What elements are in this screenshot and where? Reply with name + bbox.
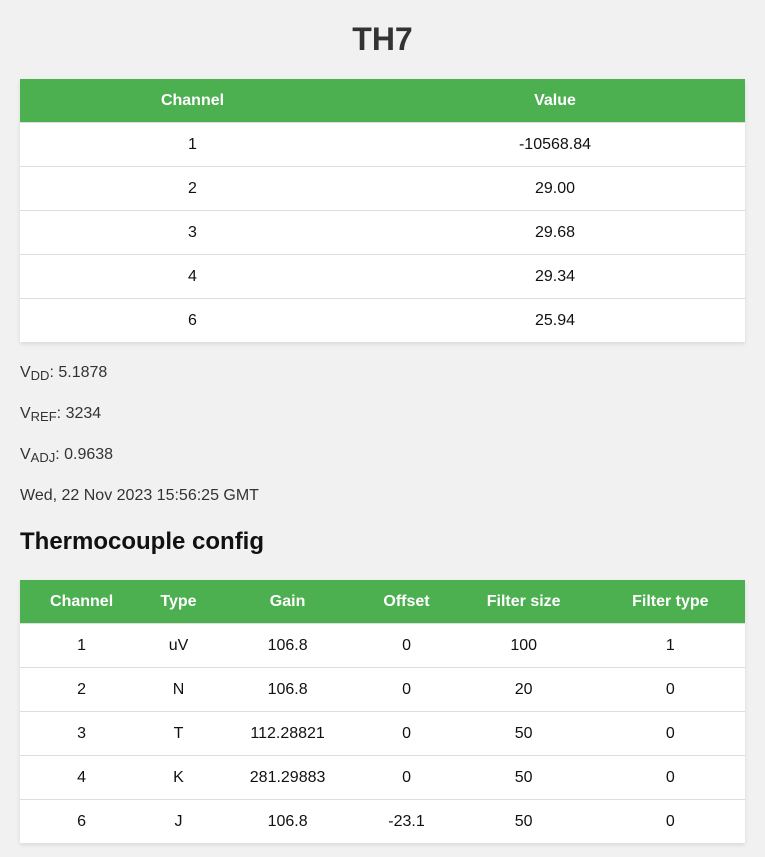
column-header: Filter size	[451, 580, 596, 624]
table-row: 4 29.34	[20, 254, 745, 299]
table-cell: 0	[361, 667, 452, 712]
vref-label: V	[20, 405, 31, 422]
table-cell: 2	[20, 667, 144, 712]
table-cell: 50	[451, 799, 596, 843]
vadj-reading: VADJ: 0.9638	[20, 446, 745, 487]
table-row: 1 -10568.84	[20, 122, 745, 167]
table-cell: 20	[451, 667, 596, 712]
table-cell: 1	[20, 122, 365, 167]
table-cell: 0	[595, 711, 745, 756]
table-cell: 4	[20, 755, 144, 800]
column-header: Offset	[361, 580, 452, 624]
column-header: Value	[365, 79, 745, 123]
timestamp: Wed, 22 Nov 2023 15:56:25 GMT	[20, 487, 259, 504]
readings-table: Channel Value 1 -10568.84 2 29.00 3 29.68 4 29.…	[20, 79, 745, 342]
table-cell: 0	[595, 755, 745, 800]
table-cell: K	[143, 755, 214, 800]
table-cell: 0	[361, 755, 452, 800]
table-cell: -23.1	[361, 799, 452, 843]
table-cell: 281.29883	[213, 755, 362, 800]
table-cell: 50	[451, 711, 596, 756]
config-table: Channel Type Gain Offset Filter size Filter t…	[20, 580, 745, 843]
table-cell: 3	[20, 711, 144, 756]
table-cell: 29.68	[365, 210, 745, 255]
table-cell: 29.34	[365, 254, 745, 299]
table-row: 3 T 112.28821 0 50 0	[20, 711, 745, 756]
vref-subscript: REF	[30, 409, 57, 424]
table-cell: 29.00	[365, 166, 745, 211]
table-row: 2 N 106.8 0 20 0	[20, 667, 745, 712]
column-header: Type	[143, 580, 214, 624]
column-header: Channel	[20, 79, 365, 123]
table-row: 6 25.94	[20, 298, 745, 342]
table-cell: 100	[451, 623, 596, 668]
table-row: 2 29.00	[20, 166, 745, 211]
table-row: 6 J 106.8 -23.1 50 0	[20, 799, 745, 843]
table-cell: N	[143, 667, 214, 712]
table-cell: 0	[595, 799, 745, 843]
column-header: Gain	[213, 580, 362, 624]
table-cell: 6	[20, 799, 144, 843]
table-cell: uV	[143, 623, 214, 668]
page-title: TH7	[352, 21, 413, 57]
table-cell: 112.28821	[213, 711, 362, 756]
table-cell: 4	[20, 254, 365, 299]
vdd-subscript: DD	[30, 368, 50, 383]
config-title: Thermocouple config	[20, 528, 265, 555]
vdd-label: V	[20, 364, 31, 381]
vref-reading: VREF: 3234	[20, 405, 745, 446]
table-cell: 1	[20, 623, 144, 668]
table-cell: 0	[595, 667, 745, 712]
table-cell: 6	[20, 298, 365, 342]
table-row: 4 K 281.29883 0 50 0	[20, 755, 745, 800]
vdd-value: : 5.1878	[49, 364, 108, 381]
table-cell: -10568.84	[365, 122, 745, 167]
table-cell: 106.8	[213, 623, 362, 668]
table-cell: 50	[451, 755, 596, 800]
table-cell: T	[143, 711, 214, 756]
table-row: 1 uV 106.8 0 100 1	[20, 623, 745, 668]
table-header-row: Channel Type Gain Offset Filter size Filter t…	[20, 580, 745, 624]
vadj-label: V	[20, 446, 31, 463]
table-cell: 106.8	[213, 799, 362, 843]
table-cell: 106.8	[213, 667, 362, 712]
table-cell: 1	[595, 623, 745, 668]
vadj-subscript: ADJ	[30, 450, 56, 465]
table-cell: 0	[361, 623, 452, 668]
table-cell: 25.94	[365, 298, 745, 342]
table-row: 3 29.68	[20, 210, 745, 255]
vadj-value: : 0.9638	[55, 446, 114, 463]
table-header-row: Channel Value	[20, 79, 745, 123]
column-header: Channel	[20, 580, 144, 624]
column-header: Filter type	[595, 580, 745, 624]
vdd-reading: VDD: 5.1878	[20, 364, 745, 405]
vref-value: : 3234	[56, 405, 102, 422]
table-cell: J	[143, 799, 214, 843]
table-cell: 2	[20, 166, 365, 211]
table-cell: 3	[20, 210, 365, 255]
table-cell: 0	[361, 711, 452, 756]
